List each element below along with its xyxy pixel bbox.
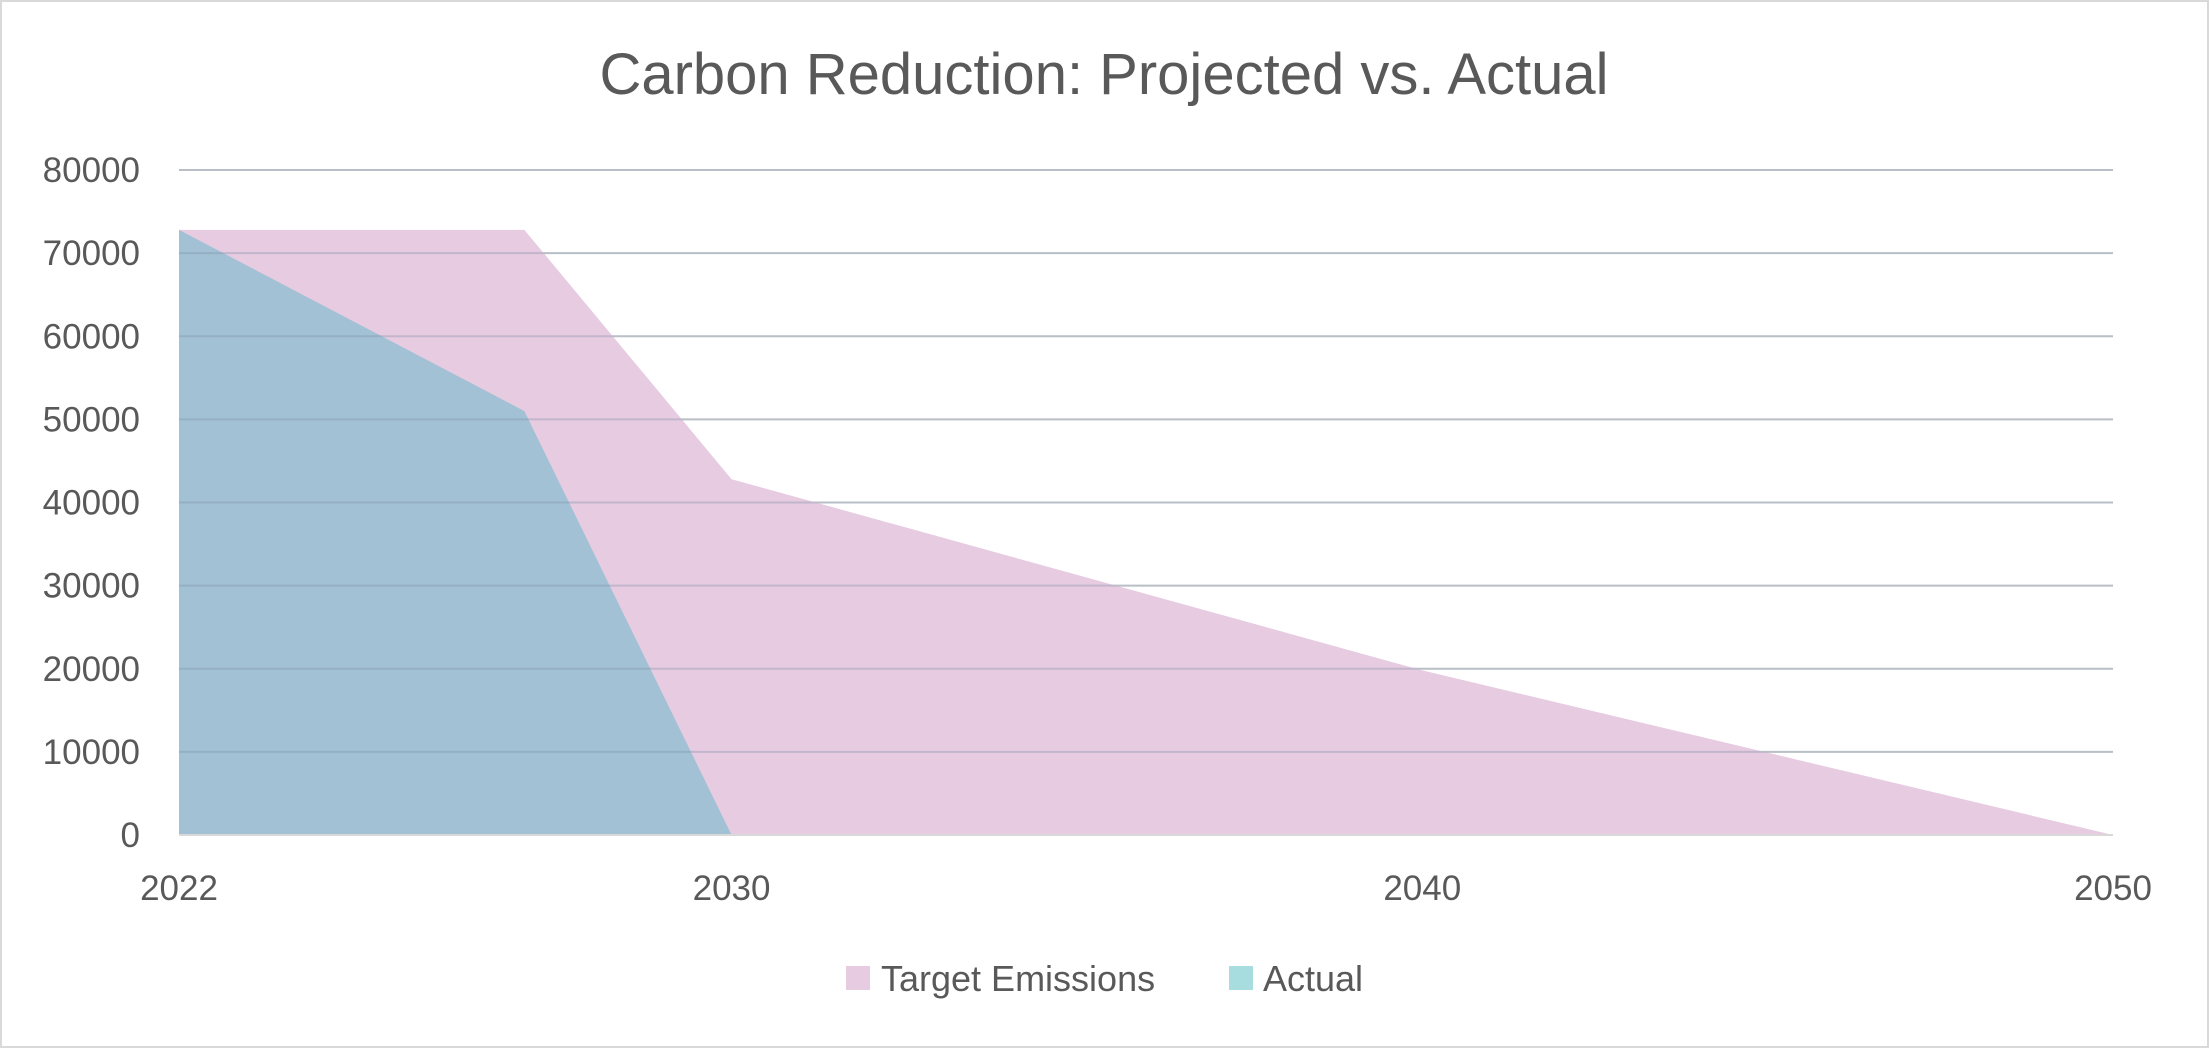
- y-tick-label: 10000: [43, 733, 140, 772]
- y-tick-label: 30000: [43, 567, 140, 606]
- chart-title: Carbon Reduction: Projected vs. Actual: [599, 42, 1608, 107]
- plot-areas: [179, 229, 2113, 836]
- y-tick-label: 50000: [43, 400, 140, 439]
- target-emissions-area: [179, 229, 2113, 836]
- legend-target-emissions-swatch: [846, 966, 870, 990]
- y-axis-ticks: 0 10000 20000 30000 40000 50000 60000 70000 8000…: [43, 151, 140, 855]
- x-tick-label: 2022: [140, 869, 218, 908]
- legend-target-emissions-label: Target Emissions: [881, 958, 1155, 999]
- x-tick-label: 2050: [2074, 869, 2152, 908]
- x-tick-label: 2030: [693, 869, 771, 908]
- y-tick-label: 40000: [43, 484, 140, 523]
- legend-actual-swatch: [1229, 966, 1253, 990]
- y-tick-label: 80000: [43, 151, 140, 190]
- overlay-gridlines: [179, 169, 2113, 753]
- y-tick-label: 0: [121, 816, 140, 855]
- y-tick-label: 20000: [43, 650, 140, 689]
- x-axis-ticks: 2022 2030 2040 2050: [140, 869, 2152, 908]
- x-tick-label: 2040: [1383, 869, 1461, 908]
- legend-actual-label: Actual: [1263, 958, 1363, 999]
- legend: Target Emissions Actual: [846, 958, 1363, 999]
- y-tick-label: 60000: [43, 317, 140, 356]
- y-tick-label: 70000: [43, 234, 140, 273]
- actual-area: [179, 229, 732, 836]
